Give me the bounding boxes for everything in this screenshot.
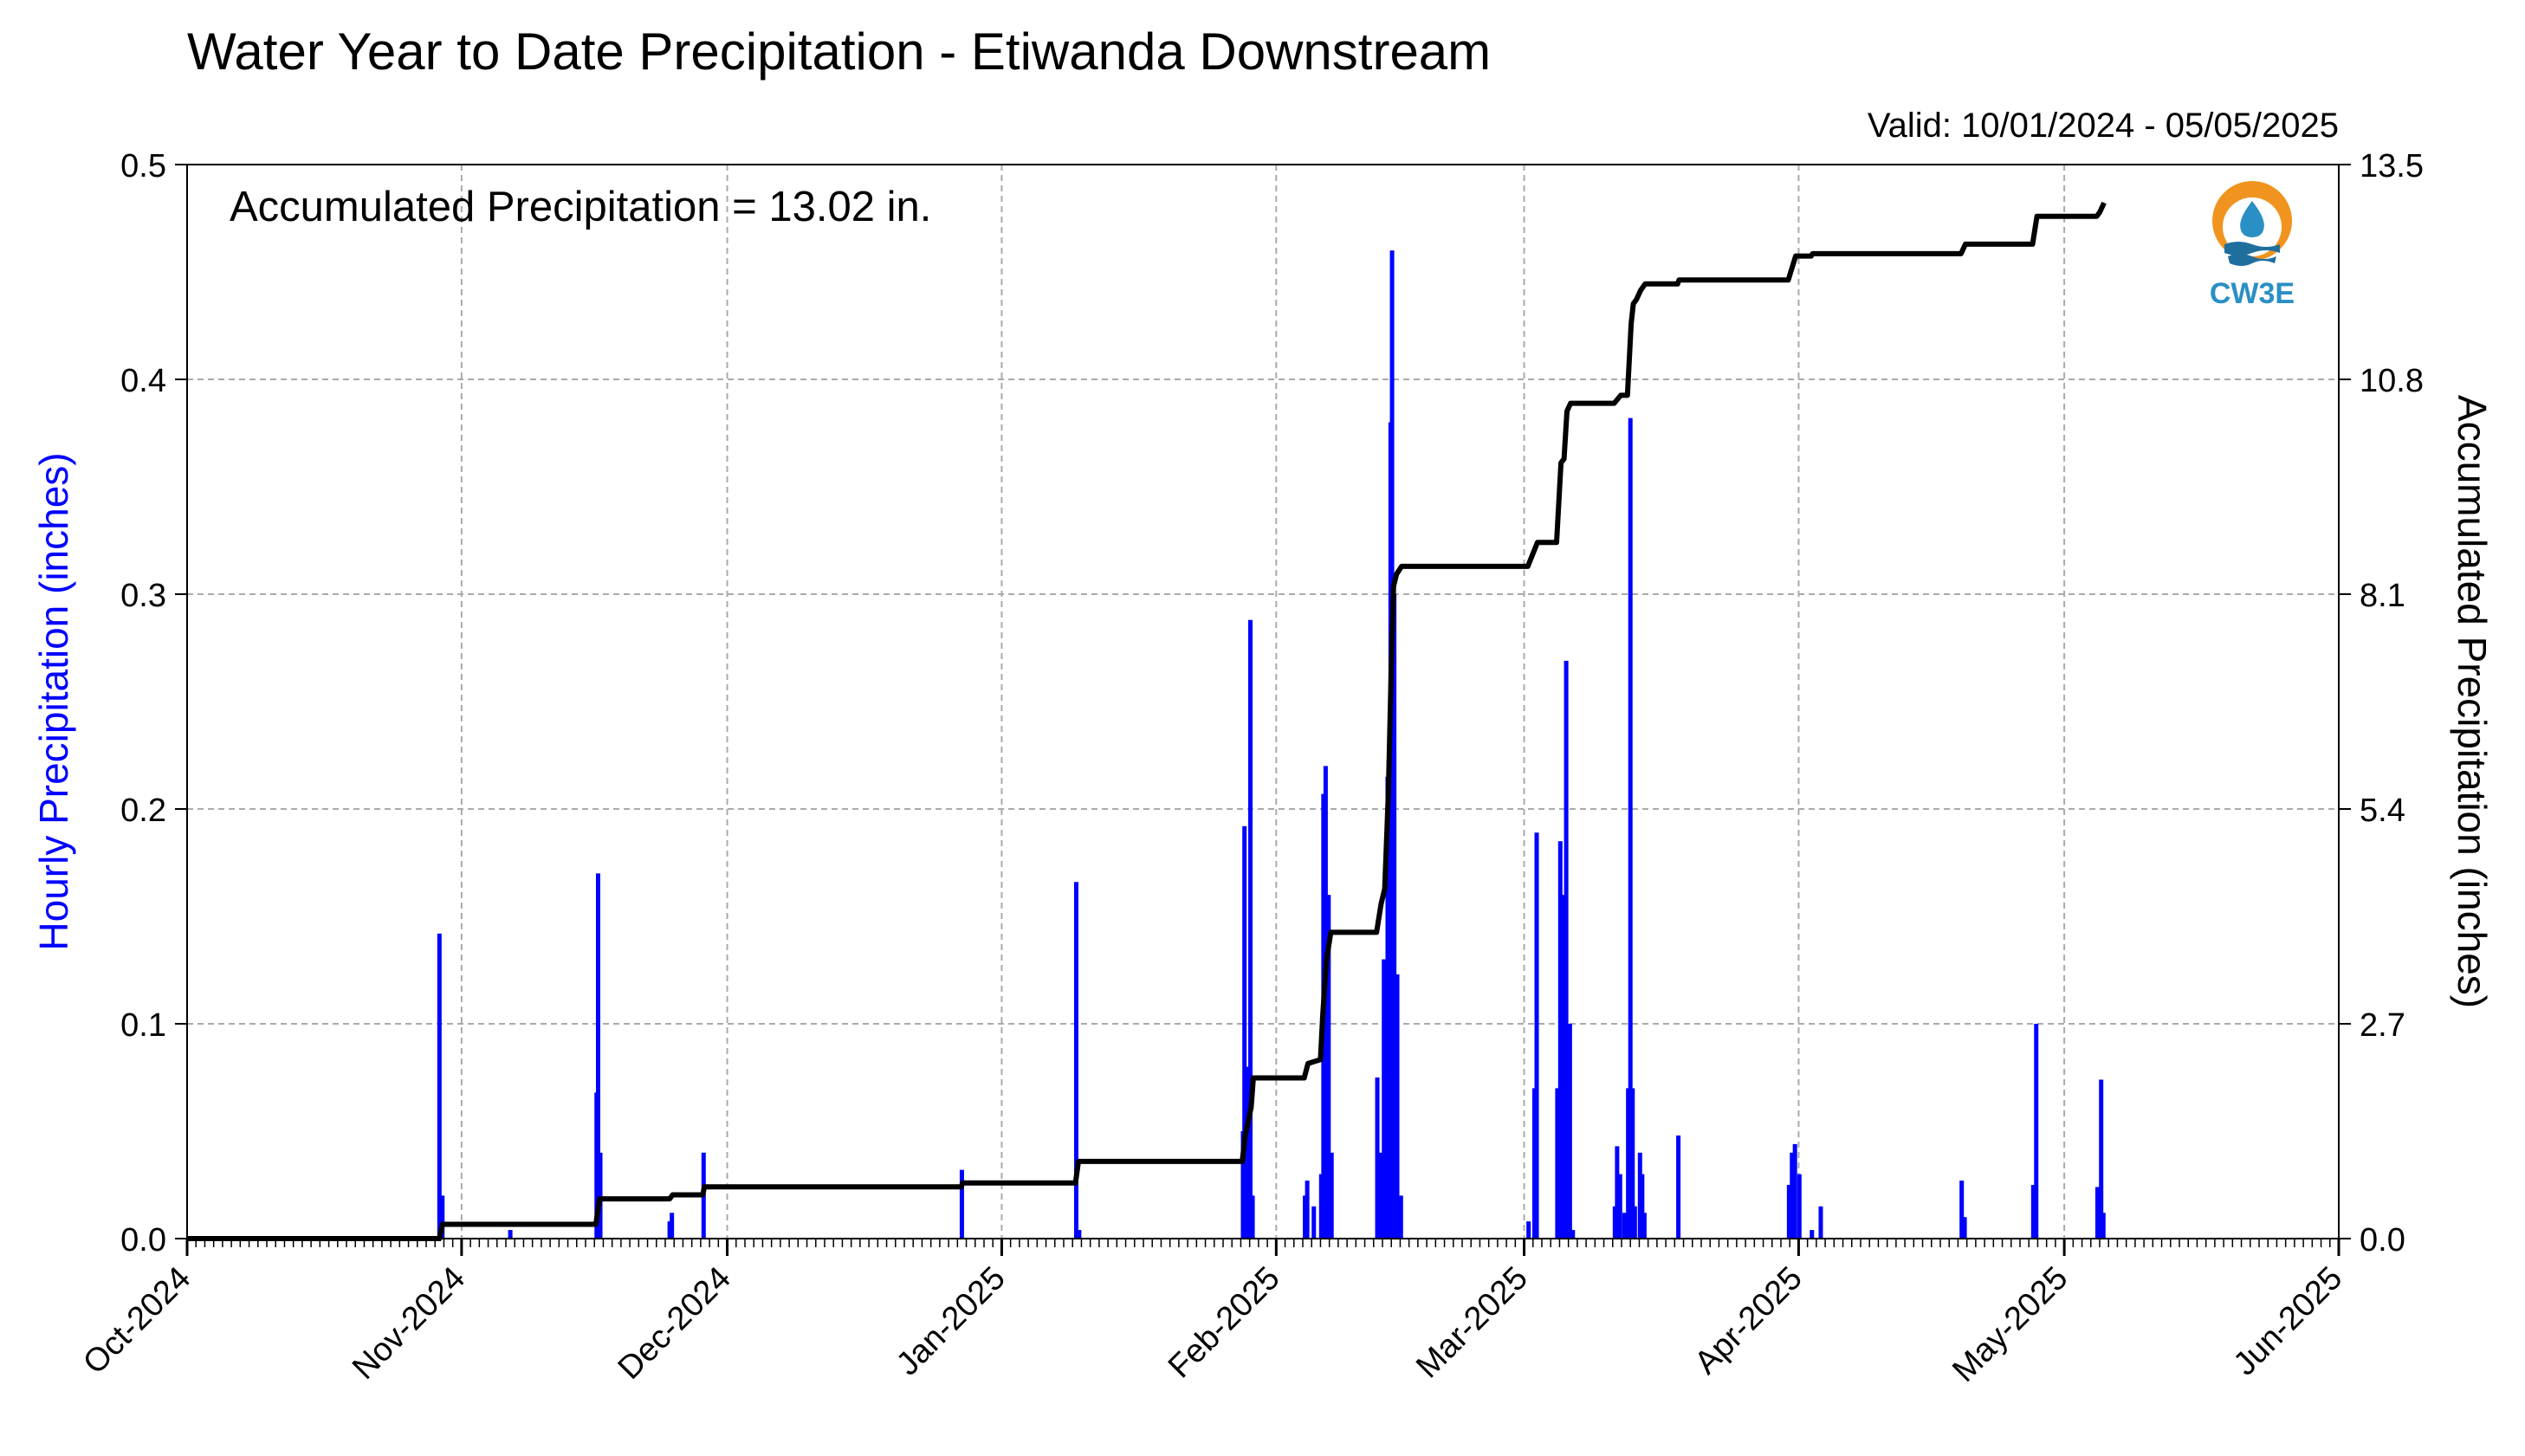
y-tick-label-right: 13.5 xyxy=(2360,148,2424,184)
y-tick-label-left: 0.5 xyxy=(120,148,166,184)
hourly-bar xyxy=(1792,1143,1797,1239)
y-tick-label-right: 10.8 xyxy=(2360,363,2424,399)
hourly-bar xyxy=(1557,841,1563,1239)
hourly-bar xyxy=(1561,895,1566,1239)
hourly-bar xyxy=(1617,1174,1622,1239)
logo-text: CW3E xyxy=(2210,277,2295,310)
hourly-bar xyxy=(1626,1088,1631,1239)
cw3e-logo: CW3E xyxy=(2210,181,2295,310)
chart-title: Water Year to Date Precipitation - Etiwa… xyxy=(187,23,1491,81)
hourly-bar xyxy=(1612,1206,1617,1239)
hourly-bar xyxy=(1318,1174,1324,1239)
hourly-bar xyxy=(1810,1230,1815,1239)
hourly-bar xyxy=(667,1221,672,1239)
hourly-bar xyxy=(1676,1135,1681,1239)
hourly-bar xyxy=(1962,1217,1967,1239)
hourly-bar xyxy=(1392,594,1397,1239)
hourly-bar xyxy=(1622,1213,1627,1239)
hourly-bar xyxy=(1377,1152,1382,1239)
hourly-bar xyxy=(1311,1206,1317,1239)
hourly-bar xyxy=(1641,1213,1647,1239)
hourly-bar xyxy=(1630,1088,1635,1239)
hourly-bar xyxy=(1628,417,1633,1239)
hourly-bar xyxy=(1248,619,1253,1239)
hourly-bar xyxy=(1632,1206,1637,1239)
hourly-bar xyxy=(595,873,600,1239)
hourly-bar xyxy=(1326,895,1331,1239)
hourly-bar xyxy=(598,1152,603,1239)
y-tick-label-left: 0.2 xyxy=(120,793,166,829)
hourly-bar xyxy=(1526,1221,1531,1239)
hourly-bar xyxy=(1303,1195,1308,1239)
hourly-bar xyxy=(1567,1024,1572,1239)
chart-subtitle: Valid: 10/01/2024 - 05/05/2025 xyxy=(1868,107,2339,145)
hourly-bar xyxy=(1570,1230,1576,1239)
hourly-bar xyxy=(1531,1088,1537,1239)
hourly-bar xyxy=(1073,882,1078,1239)
hourly-bar xyxy=(2030,1185,2036,1239)
y-tick-label-right: 8.1 xyxy=(2360,578,2405,614)
hourly-bar xyxy=(1818,1206,1823,1239)
hourly-bar xyxy=(1564,660,1569,1239)
hourly-bar xyxy=(508,1230,513,1239)
hourly-bar xyxy=(1305,1181,1310,1239)
logo-water-drop-icon xyxy=(2240,201,2264,237)
hourly-bar xyxy=(1382,959,1387,1239)
hourly-bar xyxy=(1959,1181,1965,1239)
hourly-bar xyxy=(1555,1088,1560,1239)
hourly-bar xyxy=(1790,1152,1795,1239)
hourly-bar xyxy=(1398,1195,1403,1239)
grid xyxy=(187,165,2339,1239)
hourly-bar xyxy=(2099,1079,2104,1239)
y-axis-right-label: Accumulated Precipitation (inches) xyxy=(2450,395,2495,1008)
y-axis-left-label: Hourly Precipitation (inches) xyxy=(31,452,76,950)
hourly-bar xyxy=(440,1195,445,1239)
hourly-bar xyxy=(1375,1077,1380,1239)
hourly-bar xyxy=(1245,1066,1250,1239)
hourly-bar xyxy=(670,1213,675,1239)
accumulated-annotation: Accumulated Precipitation = 13.02 in. xyxy=(230,184,931,230)
hourly-bar xyxy=(437,933,442,1239)
hourly-bar xyxy=(1786,1185,1791,1239)
hourly-bar xyxy=(1637,1152,1642,1239)
y-tick-label-right: 0.0 xyxy=(2360,1222,2405,1259)
y-tick-label-right: 2.7 xyxy=(2360,1007,2405,1044)
hourly-bar xyxy=(1534,832,1539,1239)
hourly-bar xyxy=(1797,1174,1802,1239)
y-tick-label-left: 0.4 xyxy=(120,363,166,399)
logo-wave-icon xyxy=(2228,254,2276,266)
hourly-bar xyxy=(2034,1024,2039,1239)
accumulated-precipitation-line xyxy=(187,201,2107,1241)
hourly-bar xyxy=(1615,1146,1620,1239)
hourly-bar xyxy=(1077,1230,1082,1239)
hourly-bar xyxy=(959,1169,964,1239)
hourly-bar xyxy=(1242,825,1247,1239)
y-tick-label-right: 5.4 xyxy=(2360,793,2405,829)
y-tick-label-left: 0.3 xyxy=(120,578,166,614)
hourly-bar xyxy=(2101,1213,2106,1239)
hourly-bar xyxy=(2094,1187,2100,1239)
hourly-bar xyxy=(1640,1174,1645,1239)
y-tick-label-left: 0.0 xyxy=(120,1222,166,1259)
hourly-bar xyxy=(1395,974,1400,1239)
y-tick-label-left: 0.1 xyxy=(120,1007,166,1044)
logo-wave-icon xyxy=(2224,242,2280,256)
plot-frame xyxy=(186,164,2340,1239)
hourly-bar xyxy=(1250,1195,1255,1239)
hourly-bar xyxy=(1385,776,1390,1239)
hourly-bar xyxy=(1329,1152,1334,1239)
